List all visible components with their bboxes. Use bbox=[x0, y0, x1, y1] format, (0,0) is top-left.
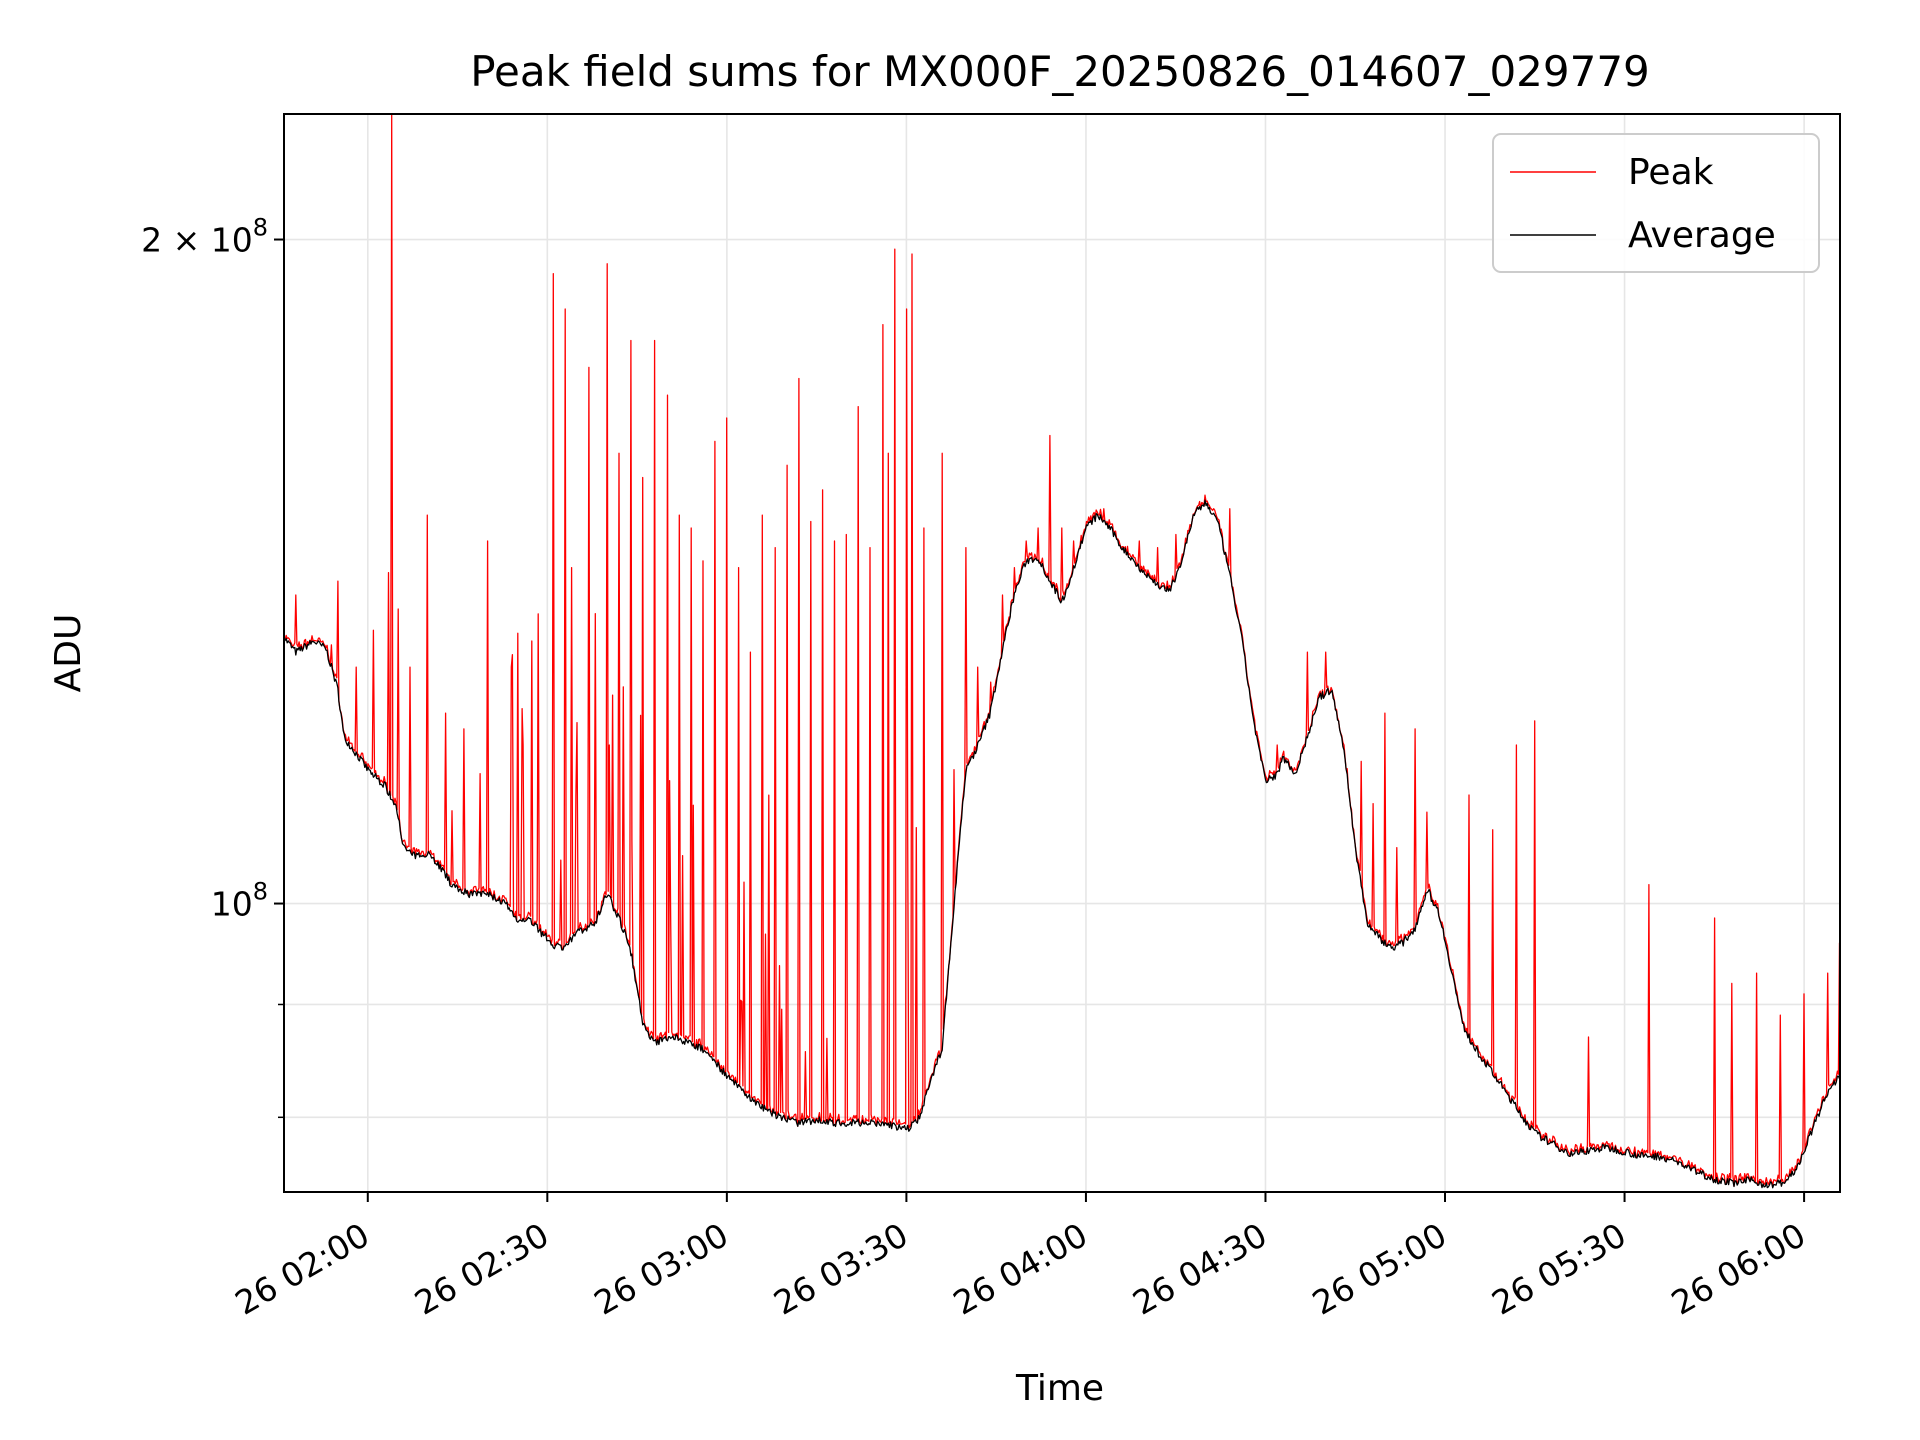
plot-area bbox=[284, 114, 1840, 1189]
y-tick-label: 108 bbox=[211, 878, 268, 924]
series-line-average bbox=[284, 499, 1840, 1189]
chart-title: Peak field sums for MX000F_20250826_0146… bbox=[470, 47, 1650, 96]
y-axis-label: ADU bbox=[48, 614, 89, 693]
legend: Peak Average bbox=[1492, 133, 1820, 273]
legend-label-peak: Peak bbox=[1628, 152, 1714, 193]
plot-frame bbox=[283, 113, 1841, 1193]
y-tick-label: 2 × 108 bbox=[141, 214, 268, 260]
series-line-peak bbox=[284, 114, 1840, 1187]
x-axis-label: Time bbox=[1015, 1368, 1104, 1409]
legend-box bbox=[1492, 133, 1820, 273]
legend-label-average: Average bbox=[1628, 215, 1776, 256]
y-axis: 108 2 × 108 bbox=[141, 214, 284, 1119]
